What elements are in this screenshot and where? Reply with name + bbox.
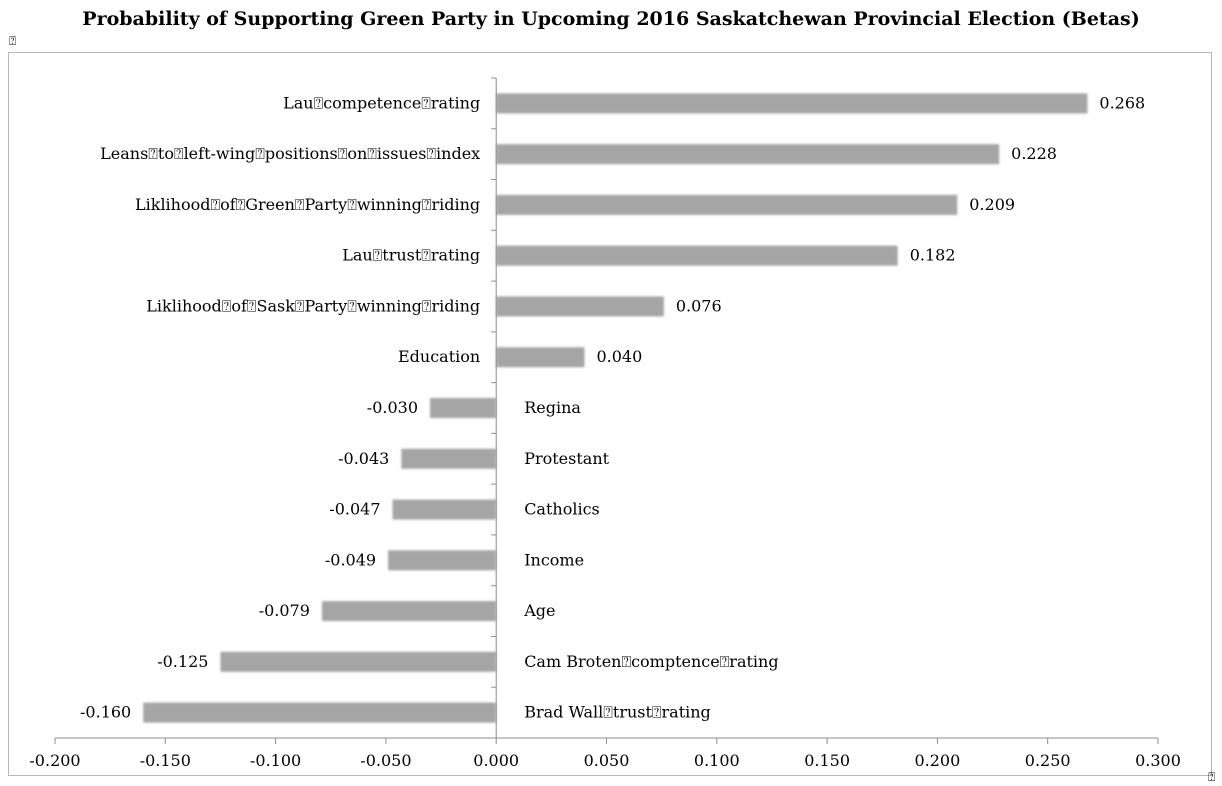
- data-label: -0.030: [367, 398, 418, 417]
- x-tick-label: -0.050: [360, 751, 411, 770]
- category-label: Liklihood⍰of⍰Sask⍰Party⍰winning⍰riding: [146, 296, 480, 315]
- data-label: -0.125: [157, 652, 208, 671]
- labels-layer: Lau⍰competence⍰rating 0.268 Leans⍰to⍰left-…: [29, 93, 1181, 770]
- category-label: Cam Broten⍰comptence⍰rating: [524, 652, 778, 671]
- bar-7: [401, 448, 497, 469]
- data-label: -0.043: [338, 449, 389, 468]
- missing-glyph-icon: ⍰: [9, 34, 17, 48]
- x-tick-label: -0.100: [250, 751, 301, 770]
- category-label: Protestant: [524, 449, 609, 468]
- bar-0: [496, 93, 1088, 114]
- data-label: 0.209: [969, 195, 1015, 214]
- data-label: -0.047: [329, 500, 380, 519]
- bar-3: [496, 245, 898, 266]
- data-label: 0.182: [910, 246, 956, 265]
- category-label: Lau⍰competence⍰rating: [283, 93, 480, 112]
- x-tick-label: 0.100: [694, 751, 740, 770]
- bars-layer: [143, 93, 1088, 723]
- bar-5: [496, 347, 585, 368]
- bar-8: [392, 499, 497, 520]
- chart-title: Probability of Supporting Green Party in…: [82, 8, 1140, 30]
- x-tick-label: 0.050: [584, 751, 630, 770]
- bar-6: [430, 398, 497, 418]
- category-label: Lau⍰trust⍰rating: [342, 246, 480, 265]
- data-label: 0.040: [596, 347, 642, 366]
- bar-1: [496, 144, 1000, 165]
- axis-layer: [54, 77, 1159, 744]
- data-label: -0.079: [259, 601, 310, 620]
- bar-9: [388, 550, 497, 571]
- category-label: Regina: [524, 398, 581, 417]
- missing-glyph-icon: ⍰: [1208, 770, 1216, 784]
- category-label: Income: [524, 550, 584, 569]
- data-label: 0.076: [676, 296, 722, 315]
- x-tick-label: 0.250: [1025, 751, 1071, 770]
- bar-11: [220, 651, 497, 672]
- category-label: Liklihood⍰of⍰Green⍰Party⍰winning⍰riding: [135, 195, 480, 214]
- bar-chart: Lau⍰competence⍰rating 0.268 Leans⍰to⍰left-…: [29, 77, 1181, 770]
- data-label: -0.049: [325, 550, 376, 569]
- category-label: Brad Wall⍰trust⍰rating: [524, 703, 711, 722]
- x-tick-label: 0.200: [914, 751, 960, 770]
- x-tick-label: -0.150: [140, 751, 191, 770]
- category-label: Catholics: [524, 500, 600, 519]
- x-tick-label: 0.150: [804, 751, 850, 770]
- x-tick-label: 0.000: [473, 751, 519, 770]
- x-tick-label: -0.200: [29, 751, 80, 770]
- category-label: Education: [398, 347, 480, 366]
- category-label: Age: [523, 601, 555, 620]
- x-tick-label: 0.300: [1135, 751, 1181, 770]
- category-label: Leans⍰to⍰left-wing⍰positions⍰on⍰issues⍰i…: [100, 144, 480, 163]
- chart-area: Lau⍰competence⍰rating 0.268 Leans⍰to⍰left-…: [8, 52, 1212, 776]
- bar-12: [143, 702, 497, 723]
- data-label: 0.228: [1011, 144, 1057, 163]
- bar-4: [496, 296, 664, 317]
- data-label: -0.160: [80, 703, 131, 722]
- bar-2: [496, 194, 958, 215]
- data-label: 0.268: [1099, 93, 1145, 112]
- bar-10: [321, 601, 497, 622]
